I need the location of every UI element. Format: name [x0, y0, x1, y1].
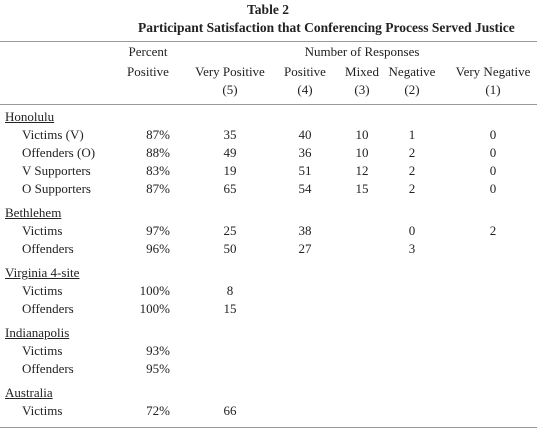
bottom-rule — [0, 427, 537, 428]
count-cell: 27 — [298, 241, 312, 256]
column-header: (1) — [485, 82, 501, 97]
count-cell: 35 — [223, 127, 237, 142]
header-rule — [0, 104, 537, 105]
percent-cell: 100% — [139, 301, 170, 316]
percent-cell: 93% — [146, 343, 170, 358]
count-cell: 51 — [298, 163, 312, 178]
row-label: Offenders — [22, 241, 74, 256]
count-cell: 0 — [489, 127, 497, 142]
row-label: Victims — [22, 223, 63, 238]
count-cell: 19 — [223, 163, 237, 178]
column-header: Very Positive — [195, 64, 265, 79]
count-cell: 10 — [355, 145, 369, 160]
count-cell: 3 — [408, 241, 416, 256]
column-header: (2) — [404, 82, 420, 97]
count-cell: 2 — [408, 145, 416, 160]
column-header: Positive — [284, 64, 326, 79]
group-label: Australia — [5, 385, 53, 400]
percent-cell: 72% — [146, 403, 170, 418]
count-cell: 38 — [298, 223, 312, 238]
count-cell: 49 — [223, 145, 237, 160]
group-label: Honolulu — [5, 109, 55, 124]
count-cell: 0 — [489, 145, 497, 160]
count-cell: 40 — [298, 127, 312, 142]
count-cell: 2 — [408, 181, 416, 196]
group-label: Indianapolis — [5, 325, 70, 340]
row-label: Victims (V) — [22, 127, 84, 142]
count-cell: 15 — [355, 181, 369, 196]
count-cell: 50 — [223, 241, 237, 256]
count-cell: 15 — [223, 301, 237, 316]
row-label: Offenders — [22, 301, 74, 316]
column-header: Percent — [128, 44, 168, 59]
column-header: (5) — [222, 82, 238, 97]
count-cell: 0 — [489, 181, 497, 196]
count-cell: 2 — [408, 163, 416, 178]
count-cell: 1 — [408, 127, 416, 142]
row-label: Victims — [22, 283, 63, 298]
row-label: Offenders — [22, 361, 74, 376]
count-cell: 8 — [226, 283, 234, 298]
table-title: Participant Satisfaction that Conferenci… — [138, 20, 515, 35]
row-label: O Supporters — [22, 181, 91, 196]
count-cell: 25 — [223, 223, 237, 238]
count-cell: 0 — [408, 223, 416, 238]
percent-cell: 88% — [146, 145, 170, 160]
column-group-header: Number of Responses — [304, 44, 420, 59]
count-cell: 0 — [489, 163, 497, 178]
count-cell: 2 — [489, 223, 497, 238]
group-label: Bethlehem — [5, 205, 62, 220]
column-header: (4) — [297, 82, 313, 97]
count-cell: 66 — [223, 403, 237, 418]
row-label: V Supporters — [22, 163, 91, 178]
column-header: Mixed — [345, 64, 379, 79]
count-cell: 10 — [355, 127, 369, 142]
group-label: Virginia 4-site — [5, 265, 80, 280]
top-rule — [0, 41, 537, 42]
count-cell: 54 — [298, 181, 312, 196]
percent-cell: 87% — [146, 127, 170, 142]
percent-cell: 83% — [146, 163, 170, 178]
percent-cell: 96% — [146, 241, 170, 256]
percent-cell: 87% — [146, 181, 170, 196]
percent-cell: 97% — [146, 223, 170, 238]
count-cell: 36 — [298, 145, 312, 160]
column-header: Negative — [388, 64, 436, 79]
row-label: Offenders (O) — [22, 145, 96, 160]
row-label: Victims — [22, 343, 63, 358]
column-header: Positive — [127, 64, 169, 79]
percent-cell: 95% — [146, 361, 170, 376]
count-cell: 65 — [223, 181, 237, 196]
column-header: Very Negative — [455, 64, 531, 79]
column-header: (3) — [354, 82, 370, 97]
count-cell: 12 — [355, 163, 369, 178]
table-label: Table 2 — [247, 2, 289, 17]
row-label: Victims — [22, 403, 63, 418]
percent-cell: 100% — [139, 283, 170, 298]
